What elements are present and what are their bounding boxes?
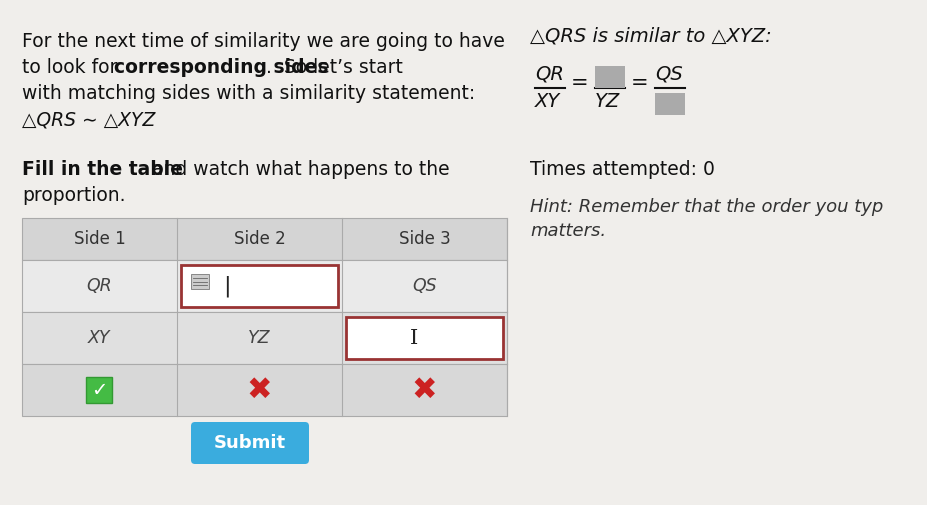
Text: YZ: YZ xyxy=(595,92,620,111)
Text: Times attempted: 0: Times attempted: 0 xyxy=(530,160,715,179)
Text: proportion.: proportion. xyxy=(22,186,125,205)
Bar xyxy=(22,312,507,364)
Text: I: I xyxy=(411,328,419,347)
Text: QS: QS xyxy=(655,65,683,84)
Bar xyxy=(181,265,338,307)
Bar xyxy=(191,274,209,289)
Bar xyxy=(22,260,507,312)
Bar xyxy=(595,66,625,88)
Text: QR: QR xyxy=(535,65,564,84)
Text: Side 3: Side 3 xyxy=(399,230,451,248)
Text: |: | xyxy=(223,275,231,297)
Text: XY: XY xyxy=(88,329,110,347)
Text: with matching sides with a similarity statement:: with matching sides with a similarity st… xyxy=(22,84,476,103)
Text: For the next time of similarity we are going to have: For the next time of similarity we are g… xyxy=(22,32,505,51)
Text: Side 2: Side 2 xyxy=(234,230,286,248)
Text: matters.: matters. xyxy=(530,222,606,240)
Text: =: = xyxy=(631,73,649,93)
FancyBboxPatch shape xyxy=(191,422,309,464)
Text: QS: QS xyxy=(413,277,437,295)
Text: =: = xyxy=(571,73,589,93)
Text: △QRS ∼ △XYZ: △QRS ∼ △XYZ xyxy=(22,110,156,129)
Text: to look for: to look for xyxy=(22,58,123,77)
Bar xyxy=(22,364,507,416)
Text: ✖: ✖ xyxy=(247,376,273,405)
Bar xyxy=(655,93,685,115)
Bar xyxy=(346,317,503,359)
Text: YZ: YZ xyxy=(248,329,271,347)
Text: Submit: Submit xyxy=(214,434,286,452)
Text: .  So let’s start: . So let’s start xyxy=(266,58,403,77)
Text: Hint: Remember that the order you typ: Hint: Remember that the order you typ xyxy=(530,198,883,216)
Text: corresponding sides: corresponding sides xyxy=(114,58,328,77)
Text: QR: QR xyxy=(86,277,112,295)
Text: ✓: ✓ xyxy=(92,380,108,399)
Text: Side 1: Side 1 xyxy=(73,230,125,248)
Text: Fill in the table: Fill in the table xyxy=(22,160,183,179)
Bar xyxy=(22,218,507,260)
Bar xyxy=(86,377,112,403)
Text: △QRS is similar to △XYZ:: △QRS is similar to △XYZ: xyxy=(530,26,772,45)
Text: ✖: ✖ xyxy=(412,376,438,405)
Text: and watch what happens to the: and watch what happens to the xyxy=(146,160,450,179)
Text: XY: XY xyxy=(535,92,560,111)
